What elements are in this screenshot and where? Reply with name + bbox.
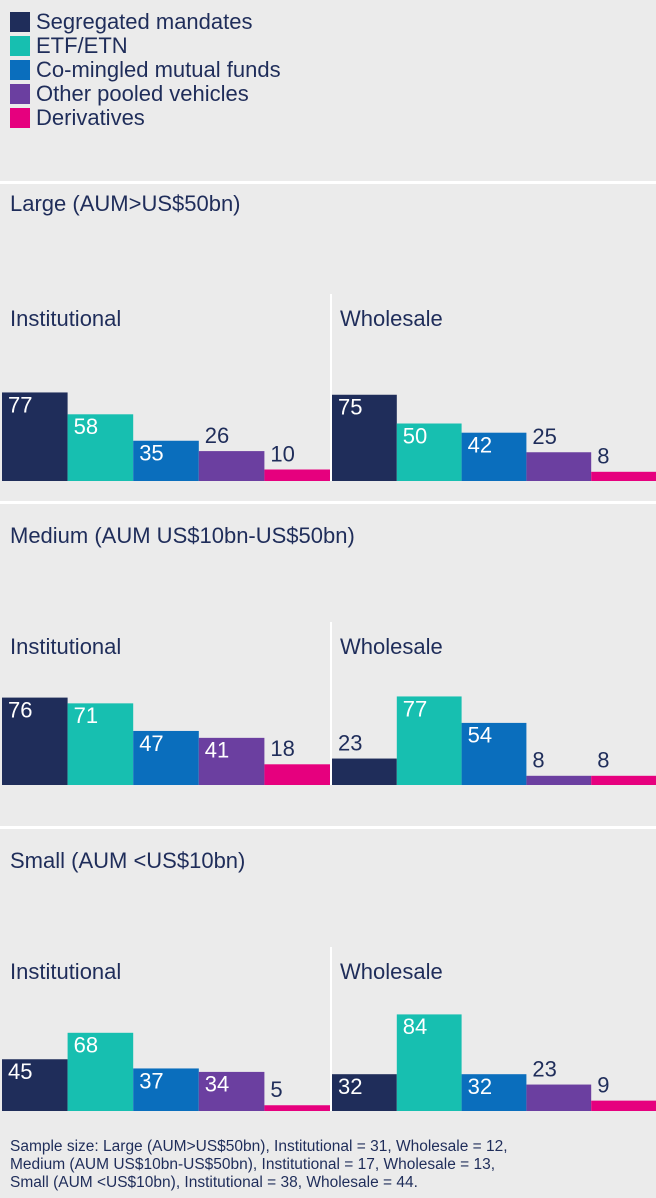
section-title: Large (AUM>US$50bn) [10, 191, 241, 216]
panel-divider [330, 294, 332, 481]
value-label: 8 [597, 748, 609, 773]
value-label: 32 [338, 1074, 362, 1099]
footnote: Small (AUM <US$10bn), Institutional = 38… [10, 1174, 418, 1191]
bar [461, 722, 527, 785]
bar [332, 394, 397, 481]
legend-swatch [10, 12, 30, 32]
value-label: 68 [74, 1033, 98, 1058]
value-label: 77 [8, 392, 32, 417]
section-divider [0, 501, 656, 504]
bar [198, 737, 265, 785]
value-label: 9 [597, 1072, 609, 1097]
bar [396, 696, 462, 785]
section-divider [0, 826, 656, 829]
value-label: 47 [139, 731, 163, 756]
legend-label: Other pooled vehicles [36, 81, 249, 106]
value-label: 76 [8, 697, 32, 722]
value-label: 32 [468, 1074, 492, 1099]
panel-title: Wholesale [340, 306, 443, 331]
panel-title: Institutional [10, 634, 121, 659]
value-label: 8 [532, 748, 544, 773]
bar [461, 1074, 527, 1111]
value-label: 34 [205, 1072, 229, 1097]
bar [526, 1084, 592, 1111]
value-label: 23 [532, 1056, 556, 1081]
bar [2, 697, 68, 785]
bar [591, 775, 656, 785]
legend-label: ETF/ETN [36, 33, 128, 58]
value-label: 77 [403, 696, 427, 721]
bar [67, 1032, 134, 1111]
value-label: 84 [403, 1014, 427, 1039]
bar [198, 1071, 265, 1111]
value-label: 5 [270, 1077, 282, 1102]
bar [133, 730, 199, 785]
value-label: 26 [205, 423, 229, 448]
bar [591, 471, 656, 481]
bar [2, 1059, 68, 1111]
bar [2, 392, 68, 481]
bar [526, 452, 592, 481]
panel-title: Institutional [10, 959, 121, 984]
value-label: 42 [468, 433, 492, 458]
legend-label: Segregated mandates [36, 9, 253, 34]
legend-label: Co-mingled mutual funds [36, 57, 281, 82]
bar [264, 1105, 330, 1111]
value-label: 23 [338, 730, 362, 755]
bar [198, 451, 265, 481]
legend-swatch [10, 36, 30, 56]
value-label: 25 [532, 424, 556, 449]
value-label: 35 [139, 441, 163, 466]
value-label: 58 [74, 414, 98, 439]
bar [591, 1100, 656, 1111]
bar [67, 703, 134, 785]
bar [133, 1068, 199, 1111]
bar [264, 469, 330, 481]
legend-swatch [10, 84, 30, 104]
bar [332, 758, 397, 785]
value-label: 41 [205, 738, 229, 763]
value-label: 54 [468, 723, 492, 748]
section-title: Small (AUM <US$10bn) [10, 848, 245, 873]
footnote: Medium (AUM US$10bn-US$50bn), Institutio… [10, 1156, 495, 1173]
value-label: 37 [139, 1068, 163, 1093]
value-label: 10 [270, 441, 294, 466]
panel-title: Institutional [10, 306, 121, 331]
bar [461, 432, 527, 481]
bar [67, 414, 134, 481]
panel-divider [330, 947, 332, 1111]
bar [133, 440, 199, 481]
footnote: Sample size: Large (AUM>US$50bn), Instit… [10, 1138, 508, 1155]
bar [264, 764, 330, 785]
legend-label: Derivatives [36, 105, 145, 130]
legend-swatch [10, 108, 30, 128]
value-label: 71 [74, 703, 98, 728]
value-label: 8 [597, 444, 609, 469]
bar [332, 1074, 397, 1111]
section-title: Medium (AUM US$10bn-US$50bn) [10, 523, 355, 548]
legend-swatch [10, 60, 30, 80]
bar [526, 775, 592, 785]
panel-divider [330, 622, 332, 785]
panel-title: Wholesale [340, 634, 443, 659]
bar [396, 423, 462, 481]
panel-title: Wholesale [340, 959, 443, 984]
value-label: 45 [8, 1059, 32, 1084]
value-label: 50 [403, 423, 427, 448]
value-label: 18 [270, 736, 294, 761]
section-divider [0, 181, 656, 184]
bar [396, 1014, 462, 1111]
value-label: 75 [338, 395, 362, 420]
